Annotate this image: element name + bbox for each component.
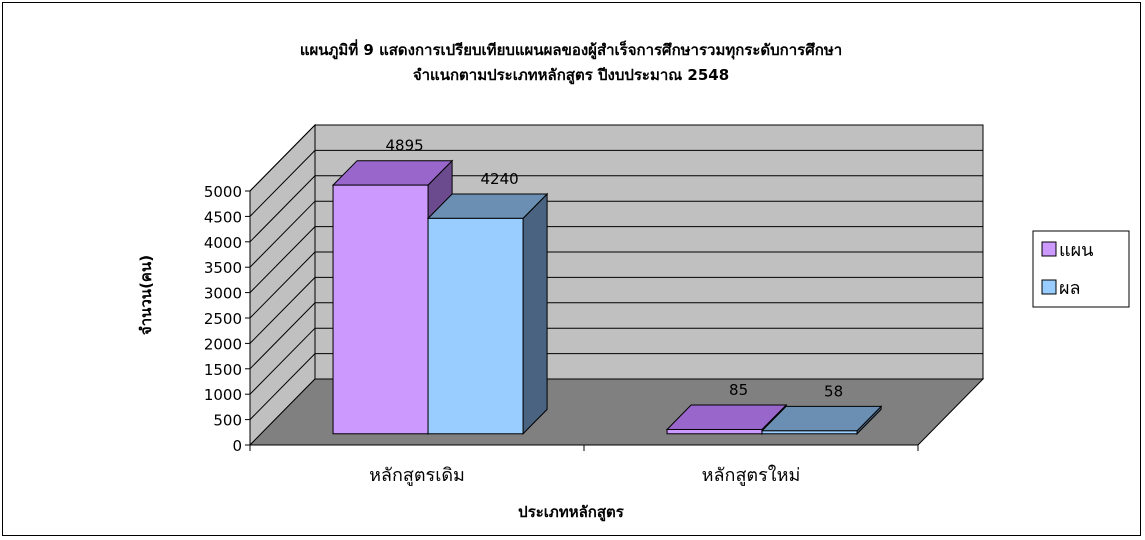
y-tick-label: 500 [213, 412, 242, 430]
bar-front [761, 430, 858, 435]
bar-side [522, 192, 548, 436]
gridline [249, 251, 983, 319]
bar [426, 192, 549, 436]
axes: 0 500 1000 1500 2000 2500 3000 3500 4000 4500 5000… [204, 183, 919, 486]
x-tick-label: หลักสูตรใหม่ [702, 464, 801, 486]
data-label: 4240 [481, 170, 519, 188]
y-tick-label: 2500 [204, 310, 242, 328]
gridline [249, 353, 983, 420]
y-tick-label: 1500 [204, 361, 242, 379]
legend-swatch-plan [1041, 241, 1057, 257]
y-tick-label: 1000 [204, 386, 242, 404]
bar-front [332, 184, 429, 435]
gridline [249, 327, 983, 395]
y-tick-label: 0 [232, 437, 242, 455]
bars: 4895 4240 85 58 [331, 137, 883, 436]
y-tick-label: 4000 [204, 234, 242, 252]
x-axis-title: ประเภทหลักสูตร [518, 503, 625, 522]
y-tick-label: 5000 [204, 183, 242, 201]
bar-front [427, 217, 524, 435]
gridline [249, 276, 983, 344]
chart-title-line1: แผนภูมิที่ 9 แสดงการเปรียบเทียบแผนผลของผ… [300, 39, 842, 60]
gridlines [249, 124, 983, 420]
gridline [249, 149, 983, 217]
gridline [249, 226, 983, 293]
data-label: 58 [824, 382, 843, 400]
gridline [249, 124, 983, 192]
data-label: 4895 [386, 137, 424, 155]
x-tick-label: หลักสูตรเดิม [369, 465, 465, 486]
legend: แผน ผล [1032, 230, 1130, 308]
chart-svg: 4895 4240 85 58 0 500 1000 1500 2000 2500 3000 350… [137, 39, 1130, 522]
legend-label-plan: แผน [1059, 240, 1093, 261]
bar-front [666, 428, 763, 435]
y-axis-title: จำนวน(คน) [137, 255, 155, 335]
gridline [249, 302, 983, 370]
legend-swatch-result [1041, 279, 1057, 295]
y-tick-label: 3500 [204, 259, 242, 277]
gridline [249, 200, 983, 268]
chart-title-line2: จำแนกตามประเภทหลักสูตร ปีงบประมาณ 2548 [413, 66, 729, 85]
y-tick-label: 4500 [204, 208, 242, 226]
legend-label-result: ผล [1059, 278, 1081, 299]
gridline [249, 175, 983, 243]
y-tick-label: 3000 [204, 285, 242, 303]
data-label: 85 [729, 381, 748, 399]
y-tick-label: 2000 [204, 335, 242, 353]
bar [760, 405, 883, 436]
